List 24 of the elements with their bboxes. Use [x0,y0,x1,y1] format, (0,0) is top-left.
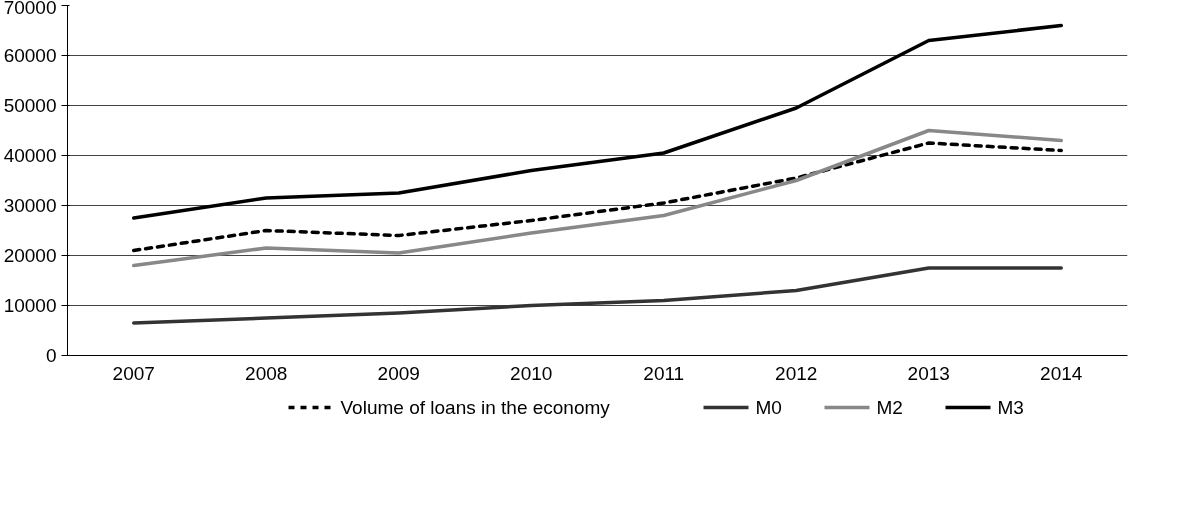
y-tick-label: 20000 [3,245,57,266]
x-tick-label: 2010 [510,362,553,384]
y-tick-label: 30000 [3,195,57,216]
x-tick-label: 2009 [377,362,420,384]
y-tick-label: 60000 [3,45,57,66]
y-tick-label: 40000 [3,145,57,166]
x-tick-label: 2012 [775,362,818,384]
legend-label: M2 [876,397,903,418]
line-series [132,23,1063,220]
legend-label: Volume of loans in the economy [340,397,611,418]
y-tick-label: 0 [45,345,57,366]
line-series [132,141,1063,253]
line-series [132,266,1063,325]
x-tick-label: 2014 [1040,362,1083,384]
legend-label: M0 [755,397,782,418]
x-tick-label: 2011 [643,362,685,384]
x-tick-label: 2007 [112,362,155,384]
legend-label: M3 [997,397,1024,418]
x-tick-label: 2013 [907,362,950,384]
y-tick-label: 10000 [3,295,57,316]
y-tick-label: 50000 [3,95,57,116]
x-tick-label: 2008 [245,362,288,384]
y-tick-label: 70000 [3,0,57,18]
line-series [132,128,1063,268]
